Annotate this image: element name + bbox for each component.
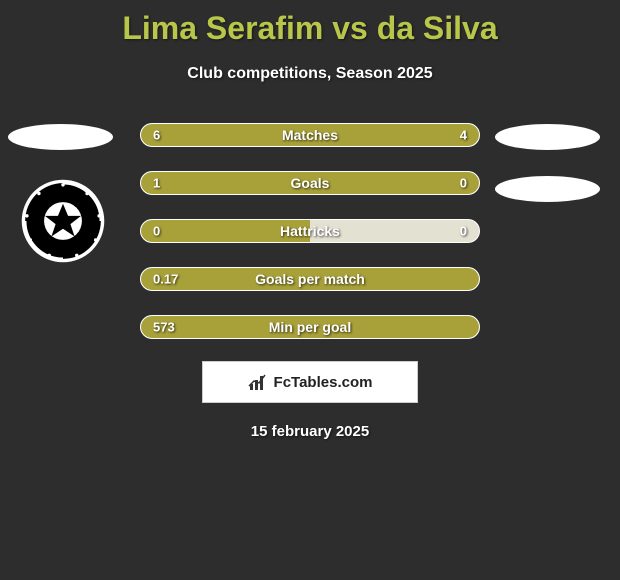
page-title: Lima Serafim vs da Silva (0, 0, 620, 47)
stat-row-goals: 1 Goals 0 (140, 171, 480, 195)
club-badge-left (20, 178, 106, 264)
stat-label: Hattricks (141, 223, 479, 239)
value-right: 0 (460, 176, 467, 191)
stat-bars: 6 Matches 4 1 Goals 0 0 Hattricks 0 0.17… (140, 123, 480, 339)
player-right-placeholder-2 (495, 176, 600, 202)
comparison-widget: Lima Serafim vs da Silva Club competitio… (0, 0, 620, 440)
brand-text: FcTables.com (274, 374, 373, 391)
player-left-placeholder-1 (8, 124, 113, 150)
value-right: 0 (460, 224, 467, 239)
bar-chart-icon (248, 372, 268, 392)
stat-row-hattricks: 0 Hattricks 0 (140, 219, 480, 243)
stat-row-matches: 6 Matches 4 (140, 123, 480, 147)
stat-row-gpm: 0.17 Goals per match (140, 267, 480, 291)
stat-label: Goals (141, 175, 479, 191)
date-text: 15 february 2025 (0, 423, 620, 440)
brand-link[interactable]: FcTables.com (202, 361, 418, 403)
stat-label: Min per goal (141, 319, 479, 335)
stat-row-mpg: 573 Min per goal (140, 315, 480, 339)
subtitle: Club competitions, Season 2025 (0, 65, 620, 83)
player-right-placeholder-1 (495, 124, 600, 150)
botafogo-icon (20, 178, 106, 264)
stat-label: Goals per match (141, 271, 479, 287)
stat-label: Matches (141, 127, 479, 143)
value-right: 4 (460, 128, 467, 143)
